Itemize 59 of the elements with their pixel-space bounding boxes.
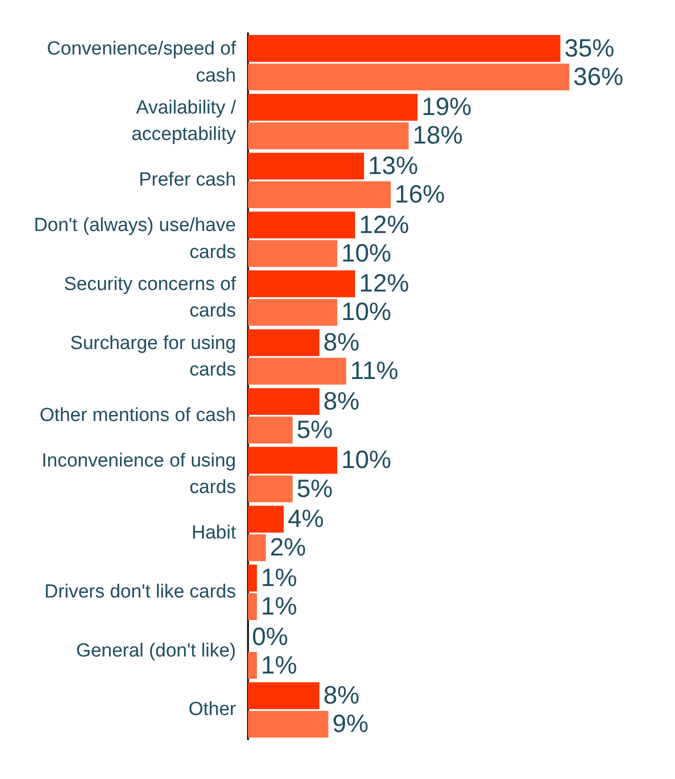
data-label: 12% — [359, 210, 410, 239]
y-tick-label: Inconvenience of using cards — [42, 450, 236, 498]
data-label: 5% — [296, 474, 333, 503]
y-tick-label: Don't (always) use/have cards — [34, 215, 236, 263]
y-tick-label: Security concerns of cards — [64, 274, 237, 322]
bar — [248, 652, 257, 679]
data-label: 1% — [260, 651, 298, 680]
data-label: 2% — [270, 534, 306, 562]
data-label: 10% — [341, 298, 392, 326]
bar — [248, 506, 284, 533]
y-tick-label: Other — [188, 699, 237, 720]
bar — [248, 564, 257, 592]
bar — [248, 181, 391, 208]
bar — [248, 446, 338, 474]
y-tick-label: Other mentions of cash — [40, 405, 236, 426]
bar — [248, 534, 266, 562]
bar — [248, 388, 320, 415]
y-tick-label: General (don't like) — [76, 640, 236, 662]
data-label: 12% — [359, 270, 410, 298]
bar — [248, 593, 257, 620]
data-label: 16% — [394, 180, 445, 209]
bar — [248, 270, 356, 298]
data-label: 36% — [573, 62, 624, 91]
data-label: 9% — [332, 710, 368, 738]
bar — [248, 358, 346, 385]
data-label: 1% — [260, 564, 298, 592]
bar — [248, 212, 356, 238]
y-tick-label: Surcharge for using cards — [70, 332, 236, 380]
bar — [248, 240, 338, 267]
y-tick-label: Prefer cash — [138, 170, 236, 191]
y-tick-label: Habit — [192, 522, 237, 544]
data-label: 35% — [564, 34, 614, 62]
data-label: 10% — [341, 446, 392, 474]
bar — [248, 682, 320, 710]
bar — [248, 329, 320, 356]
data-label: 8% — [323, 682, 360, 710]
bar — [248, 298, 338, 326]
bar — [248, 416, 293, 444]
bar — [248, 710, 328, 738]
data-label: 19% — [422, 93, 472, 122]
bar — [248, 94, 418, 121]
data-label: 1% — [260, 592, 298, 620]
data-label: 4% — [288, 505, 324, 534]
bar — [248, 35, 560, 62]
data-label: 18% — [412, 122, 463, 150]
data-label: 13% — [368, 152, 418, 180]
data-label: 8% — [323, 328, 360, 357]
bar — [248, 475, 293, 502]
data-label: 0% — [252, 622, 288, 651]
data-label: 8% — [323, 387, 360, 416]
y-tick-label: Availability / acceptability — [131, 97, 237, 146]
data-label: 10% — [341, 239, 392, 268]
bar — [248, 122, 409, 150]
y-tick-label: Convenience/speed of cash — [46, 38, 237, 86]
y-tick-label: Drivers don't like cards — [44, 582, 236, 603]
bar — [248, 152, 364, 180]
data-label: 5% — [296, 416, 333, 444]
data-label: 11% — [350, 357, 398, 386]
bar — [248, 64, 570, 90]
